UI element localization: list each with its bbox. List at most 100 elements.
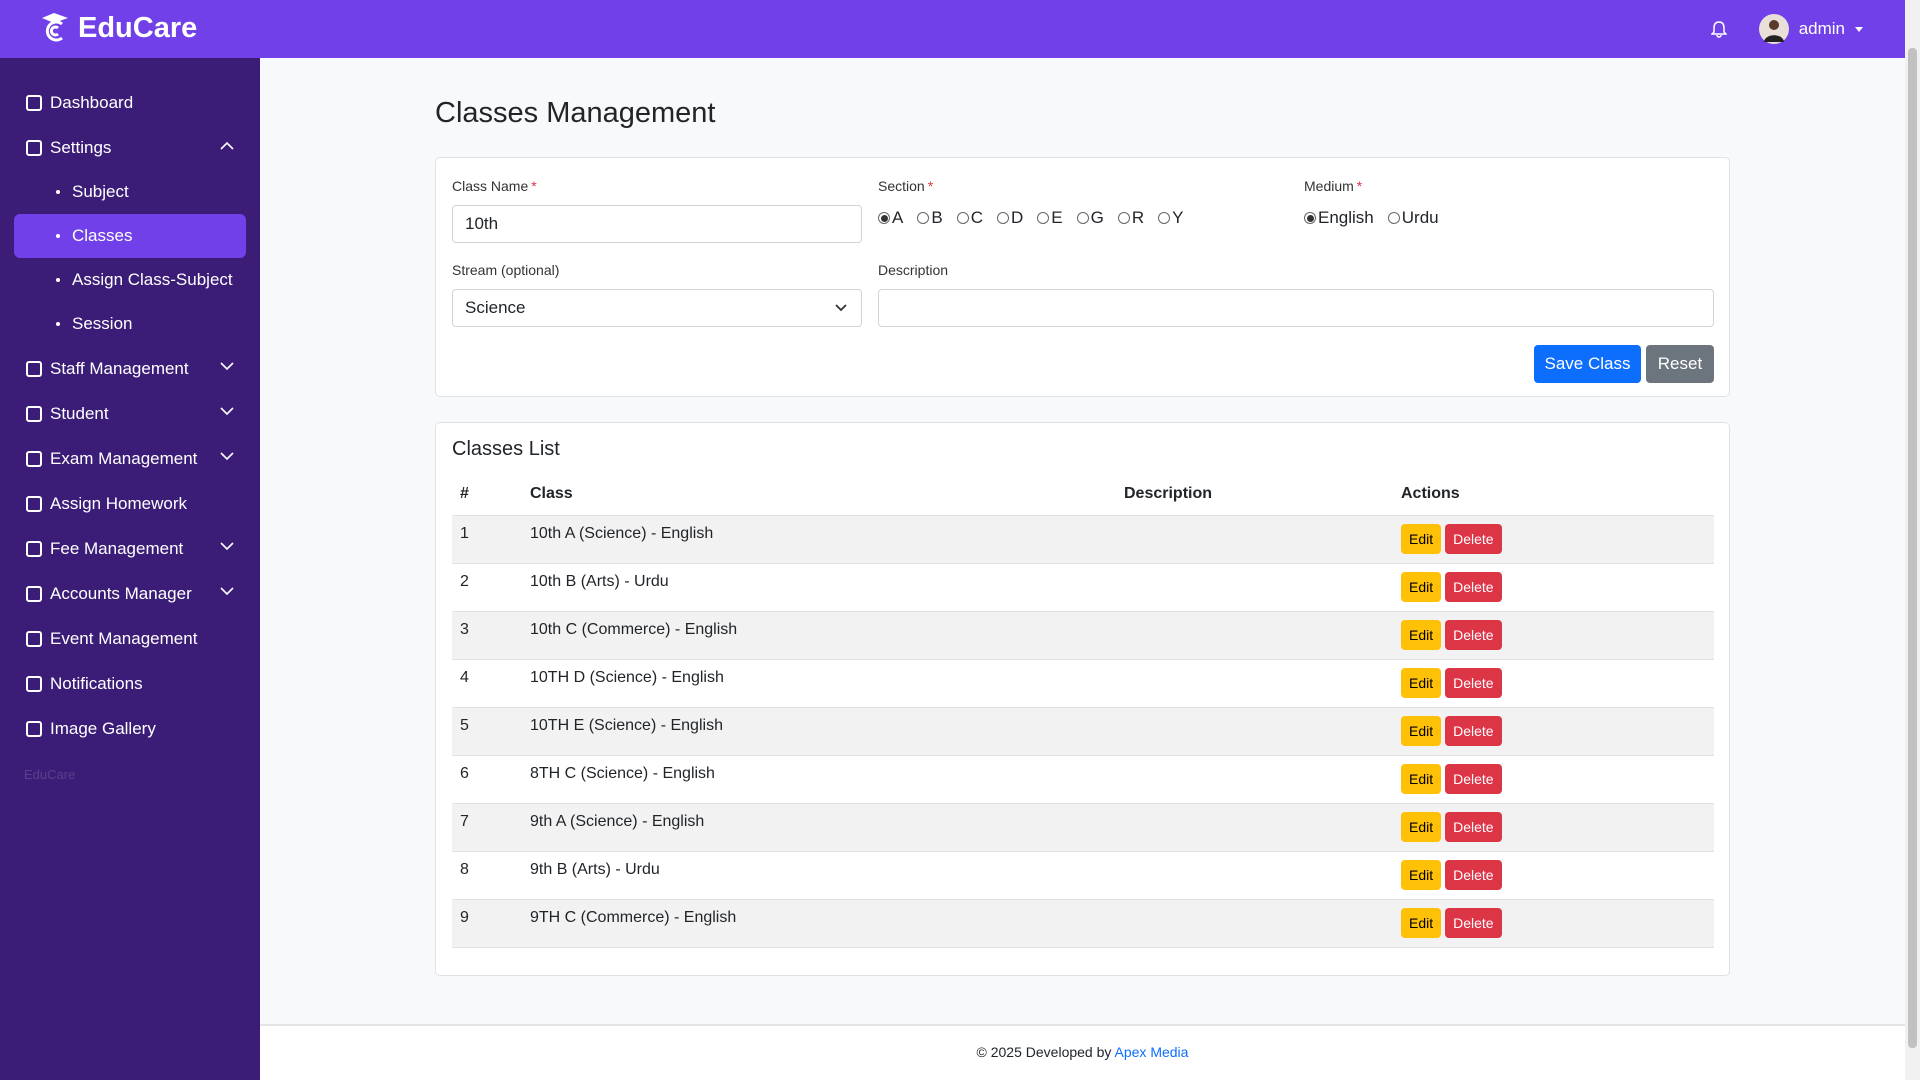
user-name[interactable]: admin [1798, 19, 1845, 38]
brand[interactable]: EduCare [36, 10, 197, 46]
nav-item[interactable]: Fee Management [0, 526, 260, 571]
table-row: 9 9TH C (Commerce) - English Edit Delete [452, 899, 1714, 948]
description-input[interactable] [878, 289, 1714, 327]
radio-circle[interactable] [1117, 212, 1130, 224]
required-mark: * [531, 178, 537, 194]
avatar[interactable] [1758, 14, 1789, 44]
sub-nav-item[interactable]: Subject [14, 170, 246, 214]
chevron [220, 587, 234, 596]
radio-option[interactable]: C [956, 208, 983, 228]
table-row: 4 10TH D (Science) - English Edit Delete [452, 659, 1714, 708]
nav-item[interactable]: Notifications [0, 661, 260, 706]
radio-option[interactable]: D [996, 208, 1023, 228]
radio-circle[interactable] [1076, 212, 1089, 224]
radio-circle[interactable] [1304, 212, 1316, 224]
edit-button[interactable]: Edit [1401, 524, 1442, 554]
chevron [220, 407, 234, 416]
select-value: Science [465, 298, 526, 317]
edit-button[interactable]: Edit [1401, 572, 1442, 602]
nav-item[interactable]: Assign Homework [0, 481, 260, 526]
description-cell [1116, 563, 1393, 612]
chevron [220, 542, 234, 551]
caret [1855, 26, 1863, 32]
radio-label: Urdu [1401, 208, 1439, 227]
edit-button[interactable]: Edit [1401, 668, 1442, 698]
edit-button[interactable]: Edit [1401, 620, 1442, 650]
table-body: 1 10th A (Science) - English Edit Delete 2 10… [452, 515, 1714, 948]
description-cell [1116, 515, 1393, 564]
radio-label: B [931, 208, 943, 227]
radio-circle[interactable] [917, 212, 930, 224]
delete-button[interactable]: Delete [1445, 860, 1502, 890]
save-button[interactable]: Save Class [1534, 345, 1641, 383]
class-name: 10TH E (Science) - English [522, 707, 1116, 756]
edit-button[interactable]: Edit [1401, 812, 1442, 842]
radio-option[interactable]: E [1037, 208, 1063, 228]
nav-item[interactable]: Exam Management [0, 436, 260, 481]
nav-item[interactable]: Student [0, 391, 260, 436]
actions-cell: Edit Delete [1393, 611, 1714, 660]
radio-circle[interactable] [1158, 212, 1171, 224]
delete-button[interactable]: Delete [1445, 620, 1502, 650]
sub-nav-item[interactable]: Assign Class-Subject [14, 258, 246, 302]
footer-link[interactable]: Apex Media [1114, 1044, 1189, 1060]
sub-nav-item[interactable]: Session [14, 302, 246, 346]
main-content: Classes Management Class Name * 10th Sect… [260, 58, 1905, 1024]
radio-option[interactable]: A [878, 208, 903, 228]
delete-button[interactable]: Delete [1445, 524, 1502, 554]
radio-circle[interactable] [996, 212, 1009, 224]
delete-button[interactable]: Delete [1445, 908, 1502, 938]
stream-select[interactable]: Science [452, 289, 862, 327]
sub-nav-item[interactable]: Classes [14, 214, 246, 258]
nav-label: Notifications [50, 673, 143, 693]
sidebar: Dashboard Settings Subject Classes Assign Cl… [0, 58, 260, 1080]
edit-button[interactable]: Edit [1401, 860, 1442, 890]
delete-button[interactable]: Delete [1445, 716, 1502, 746]
nav-item[interactable]: Staff Management [0, 346, 260, 391]
radio-circle[interactable] [1387, 212, 1400, 224]
radio-option[interactable]: Y [1158, 208, 1183, 228]
radio-option[interactable]: Urdu [1387, 208, 1439, 228]
description-cell [1116, 803, 1393, 852]
radio-circle[interactable] [1037, 212, 1050, 224]
class-name: 10th C (Commerce) - English [522, 611, 1116, 660]
edit-button[interactable]: Edit [1401, 908, 1442, 938]
delete-button[interactable]: Delete [1445, 572, 1502, 602]
class-name: 10th A (Science) - English [522, 515, 1116, 564]
delete-button[interactable]: Delete [1445, 764, 1502, 794]
nav-item[interactable]: Event Management [0, 616, 260, 661]
table-row: 5 10TH E (Science) - English Edit Delete [452, 707, 1714, 756]
radio-label: Y [1172, 208, 1184, 227]
nav-icon [26, 630, 42, 647]
class-name-input[interactable]: 10th [452, 205, 862, 243]
class-name: 9TH C (Commerce) - English [522, 899, 1116, 948]
radio-option[interactable]: G [1076, 208, 1104, 228]
required-mark: * [927, 178, 934, 194]
row-number: 6 [452, 755, 522, 804]
nav-item[interactable]: Accounts Manager [0, 571, 260, 616]
row-number: 1 [452, 515, 522, 564]
radio-option[interactable]: English [1304, 208, 1374, 228]
reset-button[interactable]: Reset [1646, 345, 1714, 383]
nav-icon [26, 675, 42, 692]
nav-item[interactable]: Image Gallery [0, 706, 260, 751]
scroll-thumb[interactable] [1908, 48, 1917, 1048]
edit-button[interactable]: Edit [1401, 764, 1442, 794]
radio-option[interactable]: R [1117, 208, 1145, 228]
delete-button[interactable]: Delete [1445, 668, 1502, 698]
radio-label: English [1318, 208, 1374, 227]
delete-button[interactable]: Delete [1445, 812, 1502, 842]
radio-circle[interactable] [878, 212, 890, 224]
nav-icon [26, 720, 42, 737]
radio-option[interactable]: B [917, 208, 943, 228]
actions-cell: Edit Delete [1393, 563, 1714, 612]
bell-icon[interactable] [1710, 20, 1727, 38]
radio-label: R [1131, 208, 1145, 227]
edit-button[interactable]: Edit [1401, 716, 1442, 746]
bullet [56, 234, 60, 238]
nav-item[interactable]: Settings [0, 125, 260, 170]
radio-circle[interactable] [956, 212, 969, 224]
nav-item[interactable]: Dashboard [0, 80, 260, 125]
nav-label: Dashboard [50, 92, 134, 112]
